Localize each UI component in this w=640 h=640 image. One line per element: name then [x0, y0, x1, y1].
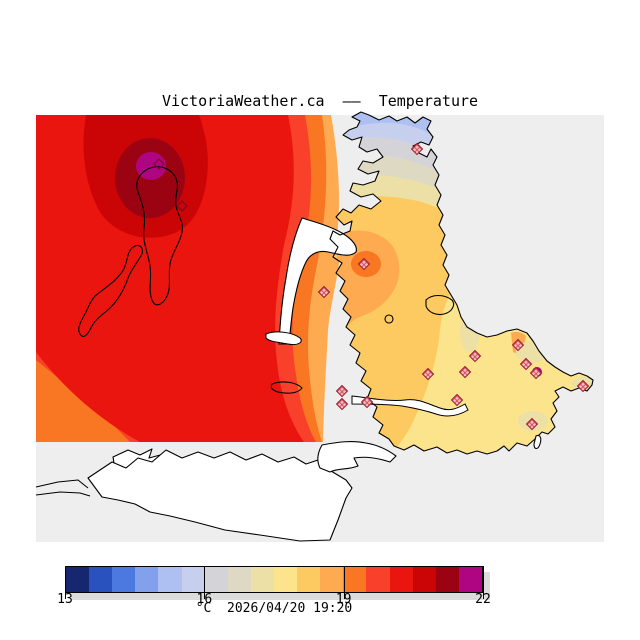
- colorbar-segment: [250, 567, 274, 592]
- colorbar-tick: [343, 566, 345, 599]
- colorbar-caption: °C 2026/04/20 19:20: [195, 601, 353, 616]
- southwest-island-coast: [78, 245, 143, 337]
- sidney-island: [425, 294, 455, 316]
- colorbar: [65, 566, 483, 593]
- satellite-channel: [331, 115, 350, 240]
- albert-head-land: [317, 440, 397, 473]
- south-landmasses: [35, 434, 542, 542]
- map-title: VictoriaWeather.ca —— Temperature: [161, 92, 479, 110]
- colorbar-segment: [435, 567, 459, 592]
- station-marker-outline: [176, 200, 188, 212]
- colorbar-segment: [412, 567, 436, 592]
- colorbar-segment: [320, 567, 344, 592]
- station-marker: [410, 142, 424, 156]
- station-marker: [525, 417, 539, 431]
- station-marker: [511, 338, 525, 352]
- colorbar-segment: [366, 567, 390, 592]
- station-marker: [360, 395, 374, 409]
- west-shore-line-2: [35, 491, 91, 497]
- elk-lake: [270, 381, 303, 394]
- station-marker: [468, 349, 482, 363]
- colorbar-segment: [458, 567, 482, 592]
- colorbar-segment: [66, 567, 90, 592]
- station-marker: [421, 367, 435, 381]
- colorbar-tick: [65, 566, 66, 599]
- colorbar-tick-label: 19: [335, 592, 352, 607]
- station-marker: [576, 379, 590, 393]
- station-markers: [153, 142, 590, 431]
- station-marker: [529, 366, 543, 380]
- station-marker: [335, 384, 349, 398]
- station-marker: [519, 357, 533, 371]
- station-marker: [357, 257, 371, 271]
- colorbar-segment: [181, 567, 205, 592]
- station-marker: [458, 365, 472, 379]
- colorbar-segment: [112, 567, 136, 592]
- trial-island: [533, 434, 542, 450]
- west-island-coast: [136, 166, 183, 306]
- colorbar-segment: [297, 567, 321, 592]
- station-marker: [335, 397, 349, 411]
- peninsula-coastline: [329, 111, 594, 455]
- colorbar-segment: [135, 567, 159, 592]
- colorbar-segment: [343, 567, 367, 592]
- colorbar-segment: [389, 567, 413, 592]
- station-marker-outline: [153, 158, 165, 170]
- west-shore-line-1: [35, 479, 89, 489]
- colorbar-tick: [204, 566, 206, 599]
- gorge-waterway: [351, 395, 469, 417]
- coastlines: [78, 111, 594, 455]
- colorbar-tick: [483, 566, 484, 599]
- colorbar-segment: [227, 567, 251, 592]
- prospect-lake: [265, 331, 302, 345]
- colorbar-segment: [158, 567, 182, 592]
- colorbar-segment: [89, 567, 113, 592]
- colorbar-segment: [204, 567, 228, 592]
- small-island: [384, 314, 394, 324]
- colorbar-tick-label: 16: [196, 592, 213, 607]
- station-marker: [450, 393, 464, 407]
- station-marker: [317, 285, 331, 299]
- colorbar-segment: [273, 567, 298, 592]
- colorbar-tick-label: 22: [475, 592, 491, 607]
- colorbar-tick-label: 13: [57, 592, 73, 607]
